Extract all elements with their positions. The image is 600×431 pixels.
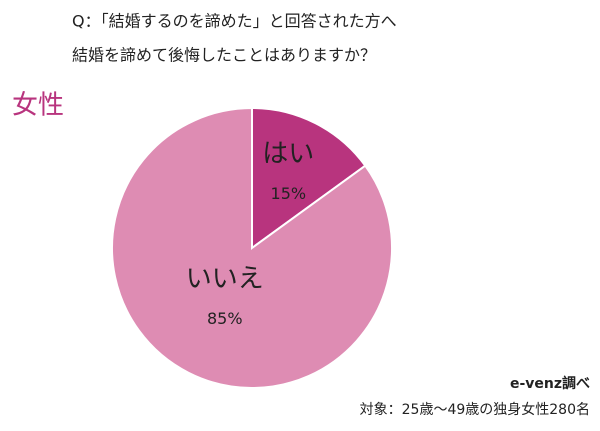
pie-slice xyxy=(251,106,367,250)
source: e-venz調べ xyxy=(510,375,590,392)
note: 対象：25歳〜49歳の独身女性280名 xyxy=(360,401,590,418)
chart-title: 結婚を諦めて後悔したことはありますか？ xyxy=(72,46,376,65)
slice-label: いいえ xyxy=(186,264,264,294)
slice-label: はい xyxy=(262,139,314,169)
pie-slice xyxy=(111,106,393,389)
chart-title: Q：「結婚するのを諦めた」と回答された方へ xyxy=(72,12,397,31)
chart-subtitle: 女性 xyxy=(12,91,64,121)
value-label: 15% xyxy=(271,184,307,203)
value-label: 85% xyxy=(207,309,243,328)
